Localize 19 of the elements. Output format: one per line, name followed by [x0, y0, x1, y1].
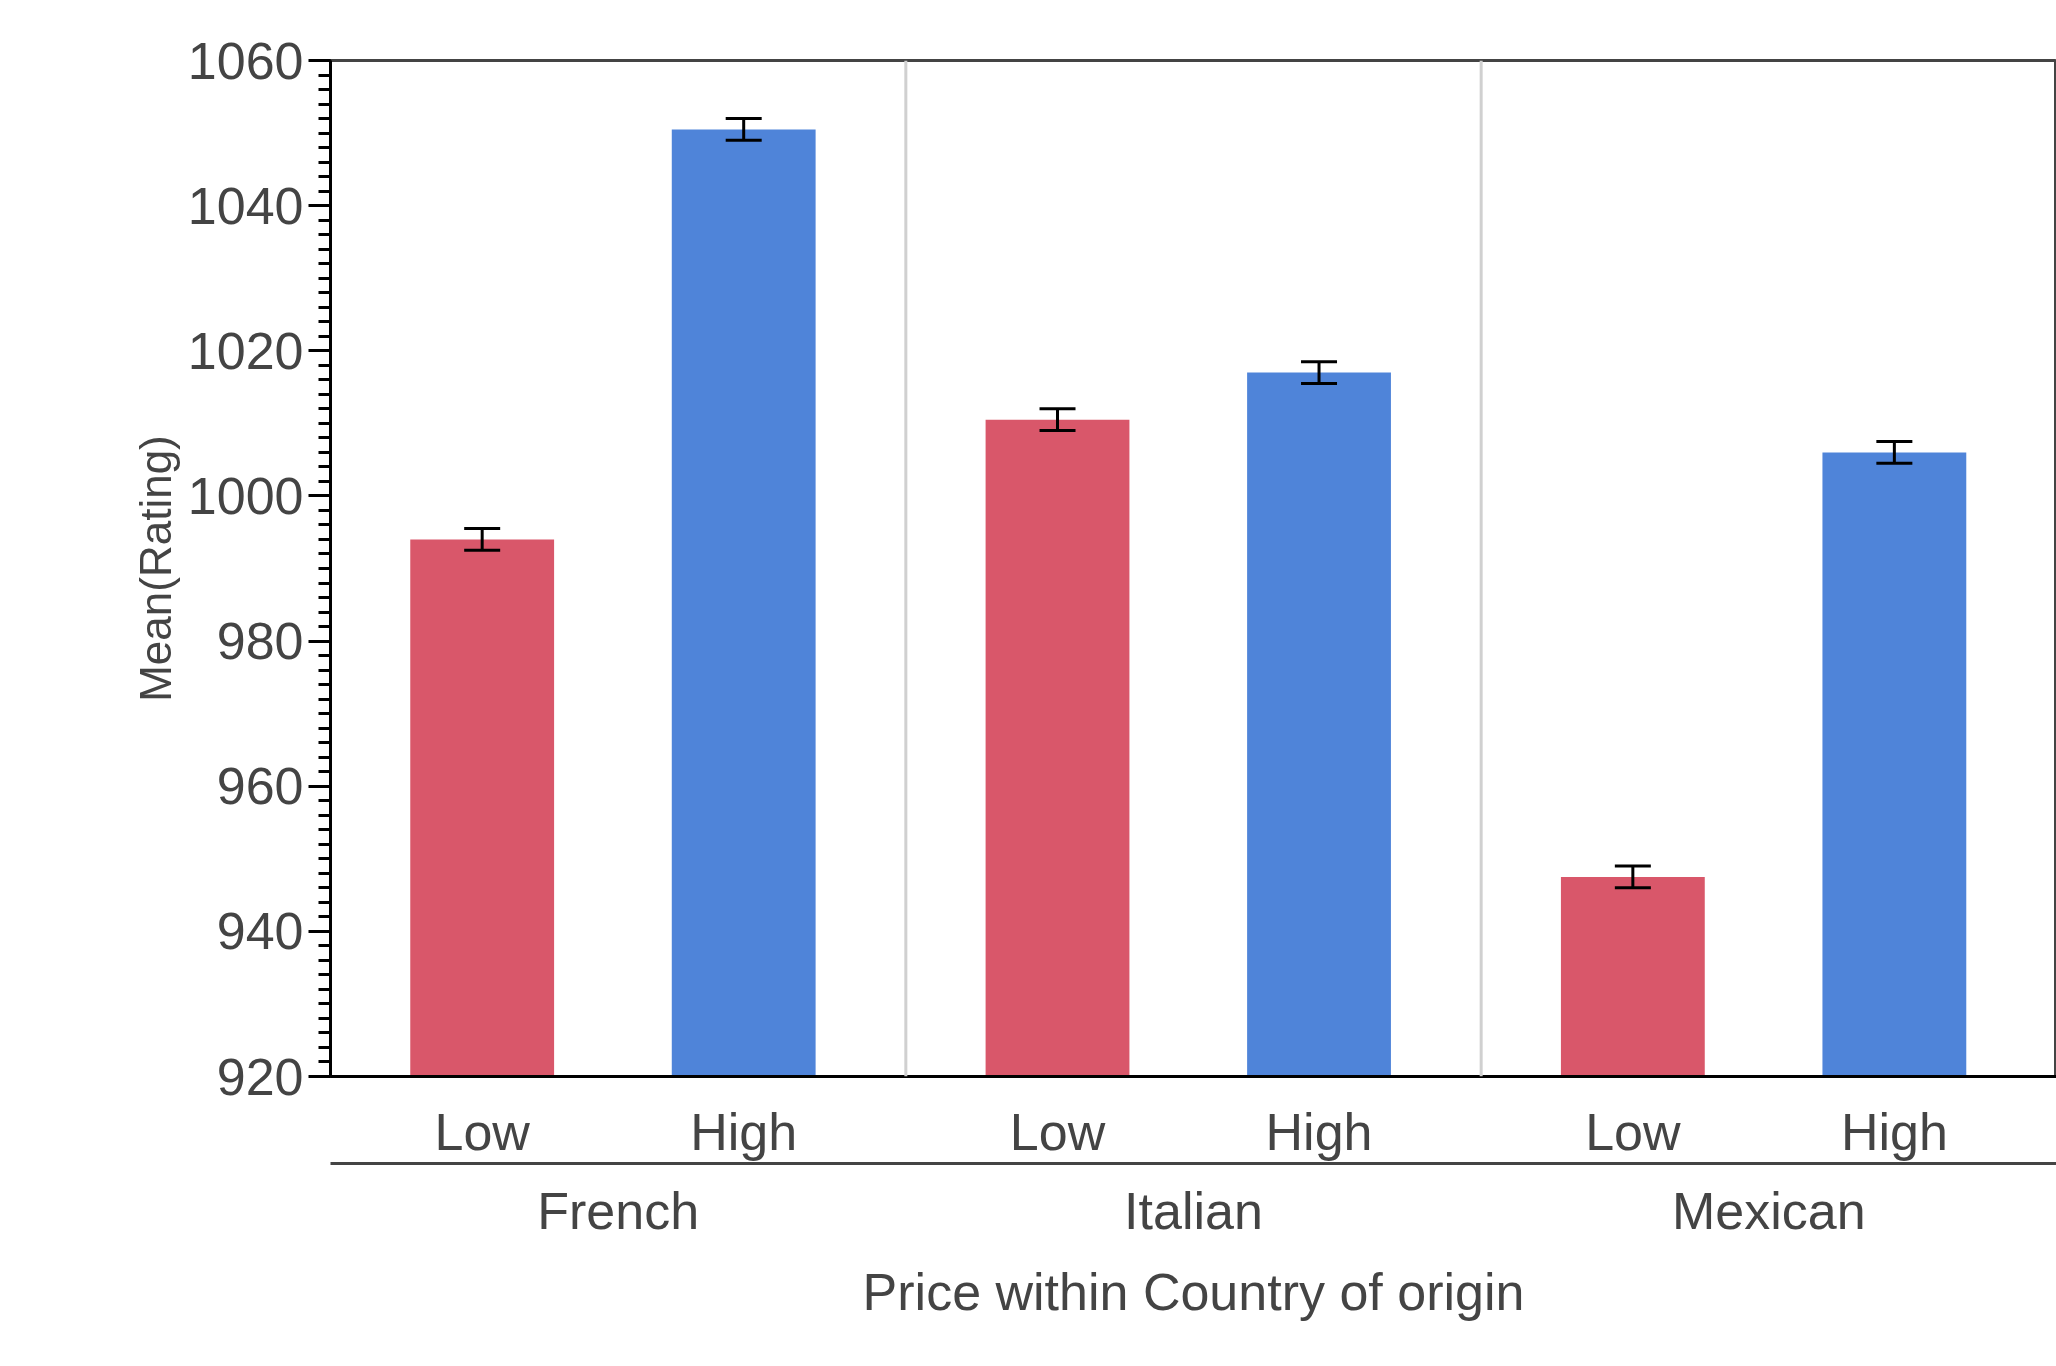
- y-axis-title: Mean(Rating): [130, 435, 180, 702]
- y-tick-label: 980: [216, 612, 304, 671]
- y-tick-label: 960: [216, 757, 304, 816]
- y-tick-label: 1040: [187, 176, 304, 235]
- y-tick-label: 1060: [187, 31, 304, 90]
- text: French: [537, 1181, 700, 1240]
- text: Mexican: [1672, 1181, 1866, 1240]
- x-tick-label: High: [690, 1102, 798, 1161]
- y-tick-label: 1000: [187, 466, 304, 525]
- x-tick-label: Low: [1009, 1102, 1106, 1161]
- x-tick-label: High: [1265, 1102, 1373, 1161]
- text: Italian: [1124, 1181, 1263, 1240]
- x-axis-title: Price within Country of origin: [862, 1262, 1525, 1321]
- y-tick-label: 920: [216, 1047, 304, 1106]
- x-tick-label: Low: [1585, 1102, 1681, 1161]
- x-tick-label: High: [1840, 1102, 1948, 1161]
- y-tick-label: 940: [216, 902, 304, 961]
- y-tick-label: 1020: [187, 321, 304, 380]
- x-tick-label: Low: [434, 1102, 531, 1161]
